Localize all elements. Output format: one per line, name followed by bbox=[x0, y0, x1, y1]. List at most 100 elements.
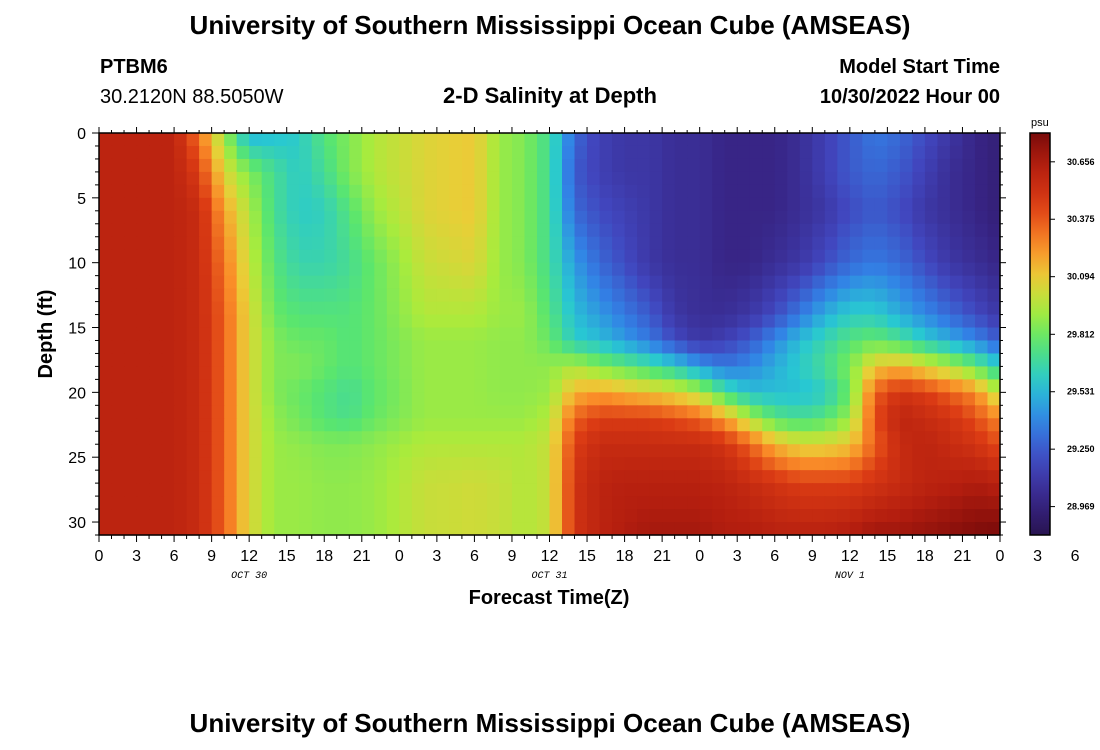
heatmap-cell bbox=[286, 379, 300, 393]
heatmap-cell bbox=[236, 262, 250, 277]
heatmap-cell bbox=[211, 353, 225, 368]
heatmap-cell bbox=[924, 288, 939, 303]
heatmap-cell bbox=[599, 171, 613, 186]
heatmap-cell bbox=[124, 353, 138, 368]
heatmap-cell bbox=[637, 145, 651, 160]
heatmap-cell bbox=[336, 171, 350, 186]
heatmap-cell bbox=[949, 366, 964, 380]
heatmap-cell bbox=[474, 249, 488, 264]
heatmap-cell bbox=[787, 444, 801, 458]
heatmap-cell bbox=[924, 431, 939, 445]
heatmap-cell bbox=[599, 405, 613, 419]
heatmap-cell bbox=[649, 184, 663, 199]
heatmap-cell bbox=[849, 275, 863, 290]
heatmap-cell bbox=[799, 392, 813, 406]
heatmap-cell bbox=[549, 301, 563, 316]
heatmap-cell bbox=[261, 236, 275, 251]
heatmap-cell bbox=[612, 158, 626, 173]
heatmap-cell bbox=[949, 340, 964, 355]
heatmap-cell bbox=[987, 470, 1001, 484]
heatmap-cell bbox=[211, 431, 225, 445]
heatmap-cell bbox=[511, 314, 526, 329]
heatmap-cell bbox=[737, 288, 751, 303]
heatmap-cell bbox=[912, 340, 926, 355]
heatmap-cell bbox=[849, 301, 863, 316]
heatmap-cell bbox=[987, 288, 1001, 303]
heatmap-cell bbox=[724, 223, 738, 238]
heatmap-cell bbox=[687, 236, 701, 251]
heatmap-cell bbox=[587, 457, 601, 471]
heatmap-cell bbox=[99, 158, 113, 173]
x-tick-label: 6 bbox=[770, 548, 779, 565]
heatmap-cell bbox=[699, 431, 713, 445]
heatmap-cell bbox=[186, 210, 200, 225]
heatmap-cell bbox=[799, 236, 813, 251]
heatmap-cell bbox=[599, 392, 613, 406]
heatmap-cell bbox=[199, 236, 213, 251]
heatmap-cell bbox=[599, 522, 613, 536]
heatmap-cell bbox=[99, 418, 113, 432]
heatmap-cell bbox=[724, 457, 738, 471]
heatmap-cell bbox=[787, 249, 801, 264]
heatmap-cell bbox=[361, 133, 375, 147]
heatmap-cell bbox=[499, 275, 513, 290]
heatmap-cell bbox=[536, 418, 551, 432]
heatmap-cell bbox=[336, 431, 350, 445]
heatmap-cell bbox=[812, 457, 826, 471]
heatmap-cell bbox=[436, 301, 450, 316]
heatmap-cell bbox=[224, 353, 238, 368]
heatmap-cell bbox=[436, 340, 450, 355]
heatmap-cell bbox=[587, 444, 601, 458]
heatmap-cell bbox=[912, 249, 926, 264]
heatmap-cell bbox=[812, 288, 826, 303]
heatmap-cell bbox=[724, 158, 738, 173]
heatmap-cell bbox=[386, 171, 400, 186]
heatmap-cell bbox=[799, 444, 813, 458]
heatmap-cell bbox=[587, 340, 601, 355]
heatmap-cell bbox=[186, 405, 200, 419]
heatmap-cell bbox=[962, 184, 976, 199]
heatmap-cell bbox=[624, 288, 638, 303]
heatmap-cell bbox=[411, 496, 425, 510]
heatmap-cell bbox=[599, 275, 613, 290]
heatmap-cell bbox=[899, 171, 913, 186]
heatmap-cell bbox=[199, 522, 213, 536]
heatmap-cell bbox=[762, 444, 776, 458]
heatmap-cell bbox=[962, 392, 976, 406]
heatmap-cell bbox=[211, 314, 225, 329]
heatmap-cell bbox=[974, 249, 989, 264]
heatmap-cell bbox=[136, 327, 150, 342]
heatmap-cell bbox=[449, 210, 463, 225]
heatmap-cell bbox=[737, 327, 751, 342]
heatmap-cell bbox=[424, 145, 438, 160]
heatmap-cell bbox=[899, 457, 913, 471]
heatmap-cell bbox=[937, 509, 951, 523]
heatmap-cell bbox=[261, 405, 275, 419]
heatmap-cell bbox=[411, 171, 425, 186]
x-tick-label: 9 bbox=[207, 548, 216, 565]
heatmap-cell bbox=[524, 288, 538, 303]
heatmap-cell bbox=[486, 457, 501, 471]
heatmap-cell bbox=[536, 158, 551, 173]
heatmap-cell bbox=[937, 275, 951, 290]
heatmap-cell bbox=[149, 249, 163, 264]
heatmap-cell bbox=[211, 483, 225, 497]
heatmap-cell bbox=[837, 158, 851, 173]
heatmap-cell bbox=[436, 470, 450, 484]
heatmap-cell bbox=[511, 353, 526, 368]
heatmap-cell bbox=[299, 470, 313, 484]
heatmap-cell bbox=[674, 145, 688, 160]
heatmap-cell bbox=[649, 171, 663, 186]
heatmap-cell bbox=[787, 133, 801, 147]
heatmap-cell bbox=[699, 522, 713, 536]
heatmap-cell bbox=[749, 133, 763, 147]
heatmap-cell bbox=[536, 288, 551, 303]
heatmap-cell bbox=[599, 133, 613, 147]
heatmap-cell bbox=[737, 392, 751, 406]
heatmap-cell bbox=[762, 470, 776, 484]
heatmap-cell bbox=[99, 444, 113, 458]
heatmap-cell bbox=[536, 366, 551, 380]
heatmap-cell bbox=[562, 379, 576, 393]
heatmap-cell bbox=[837, 197, 851, 212]
heatmap-cell bbox=[699, 314, 713, 329]
